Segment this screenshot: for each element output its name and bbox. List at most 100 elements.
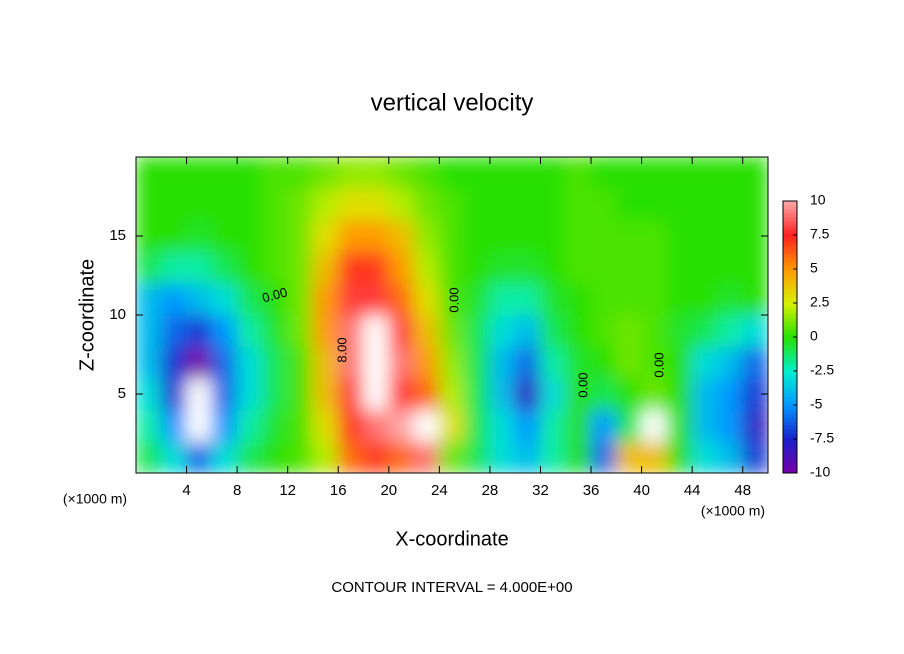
cell bbox=[312, 314, 339, 348]
colorbar-step bbox=[783, 405, 797, 410]
cell bbox=[641, 188, 668, 221]
cell bbox=[363, 188, 390, 221]
cell bbox=[565, 440, 592, 473]
cell bbox=[312, 346, 339, 379]
colorbar-label: -5 bbox=[810, 396, 823, 412]
cell bbox=[489, 282, 516, 316]
colorbar-step bbox=[783, 261, 797, 266]
cell bbox=[261, 219, 289, 253]
colorbar-step bbox=[783, 269, 797, 274]
cell bbox=[539, 377, 567, 411]
contour-label: 0.00 bbox=[261, 284, 289, 305]
cell bbox=[615, 314, 643, 348]
cell bbox=[666, 346, 693, 379]
cell bbox=[489, 440, 516, 473]
cell bbox=[413, 282, 440, 316]
x-tick-label: 16 bbox=[330, 482, 347, 499]
colorbar-step bbox=[783, 417, 797, 422]
cell bbox=[312, 440, 339, 473]
cell bbox=[337, 188, 365, 221]
cell bbox=[236, 346, 263, 379]
colorbar-step bbox=[783, 461, 797, 466]
x-tick-label: 48 bbox=[734, 482, 751, 499]
cell bbox=[337, 219, 365, 253]
cell bbox=[514, 188, 541, 221]
cell bbox=[539, 409, 567, 442]
cell bbox=[337, 409, 365, 442]
cell bbox=[590, 377, 617, 411]
cell bbox=[716, 377, 744, 411]
cell bbox=[337, 282, 365, 316]
cell bbox=[160, 409, 188, 442]
cell bbox=[186, 314, 213, 348]
cell bbox=[211, 282, 238, 316]
cell bbox=[337, 157, 365, 190]
cell bbox=[211, 346, 238, 379]
cell bbox=[136, 251, 162, 284]
colorbar-step bbox=[783, 413, 797, 418]
cell bbox=[413, 251, 440, 284]
colorbar-step bbox=[783, 225, 797, 230]
cell bbox=[388, 314, 415, 348]
colorbar-step bbox=[783, 453, 797, 458]
cell bbox=[388, 409, 415, 442]
cell bbox=[413, 377, 440, 411]
cell bbox=[211, 409, 238, 442]
cell bbox=[666, 314, 693, 348]
cell bbox=[136, 440, 162, 473]
cell bbox=[641, 377, 668, 411]
cell bbox=[261, 377, 289, 411]
colorbar-step bbox=[783, 361, 797, 366]
cell bbox=[615, 188, 643, 221]
cell bbox=[641, 219, 668, 253]
colorbar-step bbox=[783, 373, 797, 378]
cell bbox=[539, 188, 567, 221]
cell bbox=[489, 188, 516, 221]
cell bbox=[438, 251, 466, 284]
colorbar-label: 5 bbox=[810, 260, 818, 276]
cell bbox=[742, 440, 768, 473]
cell bbox=[337, 377, 365, 411]
cell bbox=[716, 157, 744, 190]
colorbar-step bbox=[783, 221, 797, 226]
cell bbox=[236, 377, 263, 411]
colorbar-step bbox=[783, 441, 797, 446]
cell bbox=[363, 409, 390, 442]
cell bbox=[287, 409, 314, 442]
colorbar-step bbox=[783, 425, 797, 430]
colorbar-step bbox=[783, 297, 797, 302]
cell bbox=[287, 157, 314, 190]
colorbar-step bbox=[783, 469, 797, 474]
cell bbox=[590, 157, 617, 190]
cell bbox=[261, 440, 289, 473]
cell bbox=[641, 440, 668, 473]
cell bbox=[615, 251, 643, 284]
cell bbox=[388, 157, 415, 190]
colorbar-step bbox=[783, 313, 797, 318]
cell bbox=[160, 188, 188, 221]
cell bbox=[565, 157, 592, 190]
colorbar-label: 7.5 bbox=[810, 226, 830, 242]
x-tick-label: 40 bbox=[633, 482, 650, 499]
cell bbox=[565, 346, 592, 379]
x-unit: (×1000 m) bbox=[701, 503, 765, 519]
cell bbox=[514, 314, 541, 348]
cell bbox=[539, 282, 567, 316]
cell bbox=[136, 314, 162, 348]
cell bbox=[438, 314, 466, 348]
cell bbox=[287, 440, 314, 473]
colorbar-step bbox=[783, 433, 797, 438]
colorbar-step bbox=[783, 409, 797, 414]
cell bbox=[641, 251, 668, 284]
cell bbox=[666, 157, 693, 190]
cell bbox=[261, 314, 289, 348]
colorbar-step bbox=[783, 217, 797, 222]
colorbar-step bbox=[783, 401, 797, 406]
x-tick-label: 8 bbox=[233, 482, 241, 499]
cell bbox=[666, 409, 693, 442]
cell bbox=[489, 157, 516, 190]
cell bbox=[742, 251, 768, 284]
colorbar-step bbox=[783, 465, 797, 470]
cell bbox=[287, 219, 314, 253]
cell bbox=[514, 282, 541, 316]
